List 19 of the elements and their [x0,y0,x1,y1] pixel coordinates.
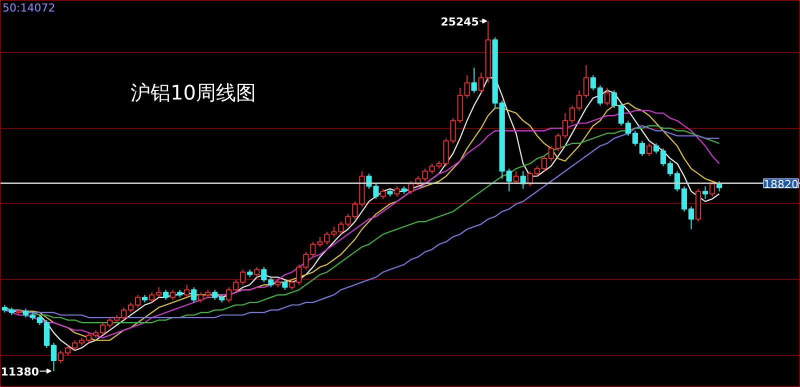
candlestick [170,289,176,300]
candlestick [394,186,400,197]
candlestick [282,279,288,290]
annotation: 25245 [440,16,479,29]
candlestick [184,284,190,298]
candlestick [702,186,708,200]
candlestick [646,142,652,157]
ref-line-label: 18820 [764,178,799,191]
candlestick [380,188,386,200]
candlestick [191,286,197,303]
annotation: 11380 [0,366,40,379]
candlestick [604,87,610,106]
candlestick [163,289,169,300]
candlestick [471,67,477,94]
candlestick [254,266,260,278]
text: 沪铝10周线图 [130,80,256,104]
annotation: 50:14072 [2,2,56,14]
candlestick [513,170,519,184]
candlestick [709,180,716,197]
